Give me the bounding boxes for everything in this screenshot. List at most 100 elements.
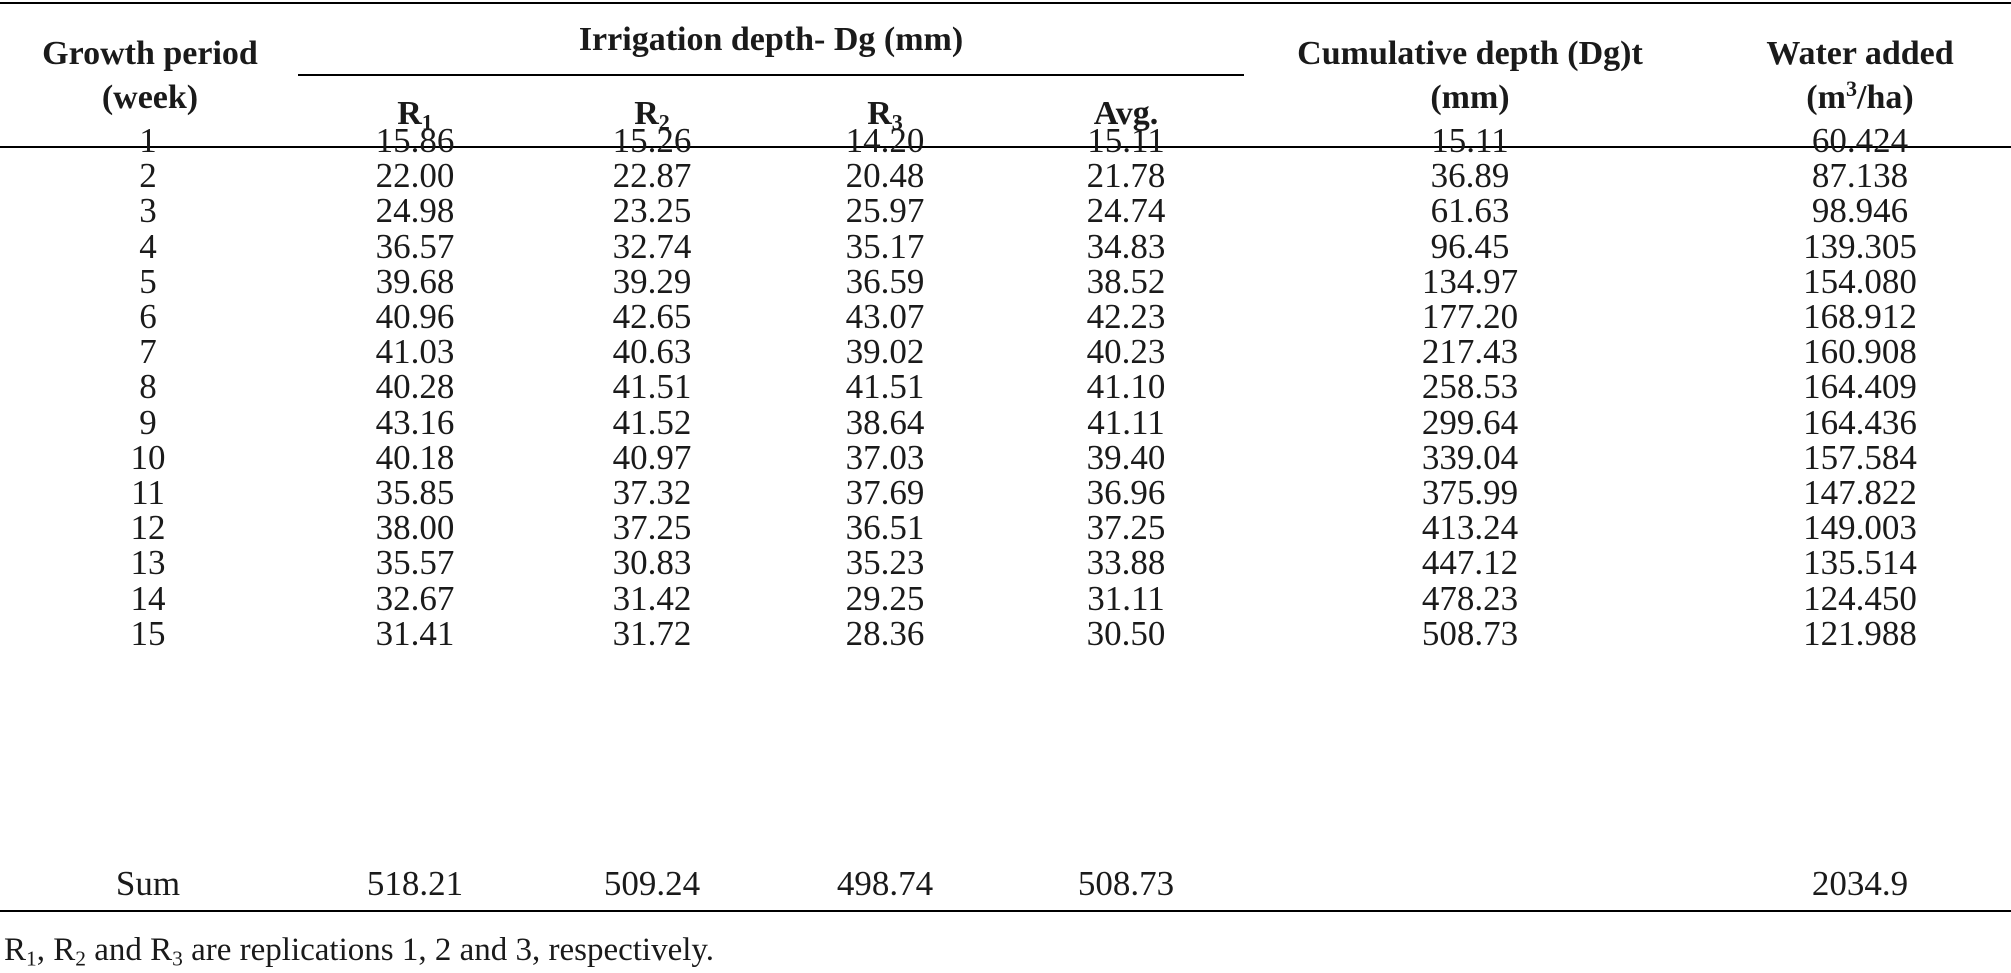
cell-water: 154.080 (1803, 261, 1917, 301)
cell-r2: 509.24 (603, 864, 701, 903)
cell-cumulative: 447.12 (1421, 543, 1519, 583)
cell-r3: 36.51 (845, 508, 925, 548)
cell-r2: 15.26 (612, 121, 692, 160)
header-cumulative-line2: (mm) (1430, 79, 1510, 116)
cell-cumulative: 258.53 (1421, 367, 1519, 407)
cell-avg: 36.96 (1086, 473, 1166, 512)
cell-avg: 33.88 (1086, 543, 1166, 583)
cell-cumulative: 299.64 (1421, 402, 1519, 442)
header-growth-period-line1: Growth period (42, 35, 258, 72)
cell-r2: 23.25 (612, 191, 692, 231)
cell-cumulative: 217.43 (1421, 332, 1519, 372)
header-r2-sub: 2 (658, 109, 670, 135)
cell-avg: 40.23 (1086, 332, 1166, 372)
cell-week: 2 (139, 156, 157, 196)
header-water-line2: (m3/ha) (1806, 75, 1914, 116)
cell-avg: 34.83 (1086, 226, 1166, 266)
cell-r2: 41.52 (612, 402, 692, 442)
cell-r3: 37.03 (845, 437, 925, 477)
header-r1-letter: R (397, 95, 422, 132)
cell-water: 164.409 (1803, 367, 1917, 407)
header-cumulative-line1: Cumulative depth (Dg)t (1297, 35, 1643, 72)
cell-r3: 39.02 (845, 332, 925, 372)
cell-r3: 35.17 (845, 226, 925, 266)
header-r3-sub: 3 (891, 109, 903, 135)
cell-water: 147.822 (1803, 473, 1917, 512)
cell-cumulative: 36.89 (1430, 156, 1510, 196)
cell-water: 124.450 (1803, 578, 1917, 618)
table-top-rule (0, 2, 2011, 4)
cell-week: 6 (139, 297, 157, 336)
cell-avg: 508.73 (1077, 864, 1175, 903)
cell-r3: 41.51 (845, 367, 925, 407)
header-avg: Avg. (1093, 95, 1159, 132)
cell-r2: 31.72 (612, 613, 692, 653)
cell-week: 4 (139, 226, 157, 266)
cell-r3: 38.64 (845, 402, 925, 442)
cell-r2: 40.97 (612, 437, 692, 477)
header-r1-sub: 1 (421, 109, 433, 135)
cell-water: 168.912 (1803, 297, 1917, 336)
cell-r1: 518.21 (366, 864, 464, 903)
cell-water: 157.584 (1803, 437, 1917, 477)
header-r1: R1 (355, 92, 475, 136)
footnote: R1, R2 and R3 are replications 1, 2 and … (4, 932, 715, 971)
header-bottom-rule (0, 146, 2011, 148)
cell-r1: 40.28 (375, 367, 455, 407)
cell-r2: 30.83 (612, 543, 692, 583)
cell-week: 13 (130, 543, 166, 583)
cell-r1: 32.67 (375, 578, 455, 618)
cell-week: 10 (130, 437, 166, 477)
cell-week: 5 (139, 261, 157, 301)
cell-avg: 42.23 (1086, 297, 1166, 336)
cell-r1: 31.41 (375, 613, 455, 653)
cell-avg: 15.11 (1087, 121, 1165, 160)
cell-r1: 24.98 (375, 191, 455, 231)
cell-r1: 43.16 (375, 402, 455, 442)
cell-r2: 37.25 (612, 508, 692, 548)
cell-water: 121.988 (1803, 613, 1917, 653)
cell-r3: 498.74 (836, 864, 934, 903)
cell-water: 135.514 (1803, 543, 1917, 583)
cell-week: Sum (115, 864, 181, 903)
cell-cumulative: 508.73 (1421, 613, 1519, 653)
header-r2: R2 (592, 92, 712, 136)
header-cumulative-depth: Cumulative depth (Dg)t (mm) (1245, 32, 1695, 120)
cell-r1: 15.86 (375, 121, 455, 160)
cell-r1: 35.57 (375, 543, 455, 583)
cell-week: 15 (130, 613, 166, 653)
cell-r2: 39.29 (612, 261, 692, 301)
cell-r3: 25.97 (845, 191, 925, 231)
cell-water: 98.946 (1811, 191, 1909, 231)
cell-cumulative: 339.04 (1421, 437, 1519, 477)
irrigation-group-rule (298, 74, 1244, 76)
cell-r3: 36.59 (845, 261, 925, 301)
cell-week: 7 (139, 332, 157, 372)
cell-avg: 41.11 (1087, 402, 1165, 442)
cell-week: 9 (139, 402, 157, 442)
cell-cumulative: 478.23 (1421, 578, 1519, 618)
cell-cumulative: 375.99 (1421, 473, 1519, 512)
cell-week: 8 (139, 367, 157, 407)
header-r2-letter: R (634, 95, 659, 132)
cell-r1: 41.03 (375, 332, 455, 372)
cell-avg: 39.40 (1086, 437, 1166, 477)
cell-water: 149.003 (1803, 508, 1917, 548)
cell-r1: 39.68 (375, 261, 455, 301)
cell-r3: 20.48 (845, 156, 925, 196)
cell-r1: 40.96 (375, 297, 455, 336)
header-water-added: Water added (m3/ha) (1720, 32, 2000, 120)
cell-avg: 38.52 (1086, 261, 1166, 301)
cell-r2: 42.65 (612, 297, 692, 336)
cell-water: 2034.9 (1811, 864, 1909, 903)
header-r3: R3 (825, 92, 945, 136)
cell-week: 11 (131, 473, 165, 512)
cell-week: 12 (130, 508, 166, 548)
cell-cumulative: 15.11 (1431, 121, 1509, 160)
header-r3-letter: R (867, 95, 892, 132)
cell-cumulative: 61.63 (1430, 191, 1510, 231)
cell-cumulative: 134.97 (1421, 261, 1519, 301)
header-growth-period: Growth period (week) (0, 32, 300, 120)
cell-r2: 22.87 (612, 156, 692, 196)
cell-r1: 22.00 (375, 156, 455, 196)
